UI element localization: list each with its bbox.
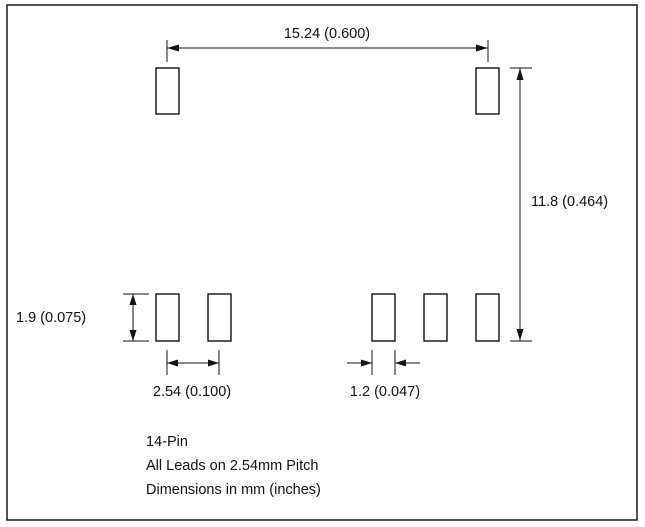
pad-length-label: 1.9 (0.075) xyxy=(16,310,86,326)
note-units: Dimensions in mm (inches) xyxy=(146,482,321,498)
pad-span-dimension: 11.8 (0.464) xyxy=(510,68,608,341)
drawing-border xyxy=(7,5,637,520)
pad-bottom-2 xyxy=(208,294,231,341)
pad-width-dimension: 1.2 (0.047) xyxy=(347,350,420,400)
row-spacing-label: 15.24 (0.600) xyxy=(284,26,370,42)
pitch-label: 2.54 (0.100) xyxy=(153,384,231,400)
pad-bottom-4 xyxy=(424,294,447,341)
pad-span-label: 11.8 (0.464) xyxy=(531,194,608,210)
pitch-dimension: 2.54 (0.100) xyxy=(153,350,231,400)
row-spacing-dimension: 15.24 (0.600) xyxy=(167,26,488,62)
pad-length-dimension: 1.9 (0.075) xyxy=(16,294,149,341)
pad-width-label: 1.2 (0.047) xyxy=(350,384,420,400)
pad-bottom-5 xyxy=(476,294,499,341)
notes-block: 14-Pin All Leads on 2.54mm Pitch Dimensi… xyxy=(146,434,321,498)
pad-top-right xyxy=(476,68,499,114)
note-pitch: All Leads on 2.54mm Pitch xyxy=(146,458,318,474)
note-pin-count: 14-Pin xyxy=(146,434,188,450)
pad-bottom-3 xyxy=(372,294,395,341)
pad-bottom-1 xyxy=(156,294,179,341)
pad-top-left xyxy=(156,68,179,114)
